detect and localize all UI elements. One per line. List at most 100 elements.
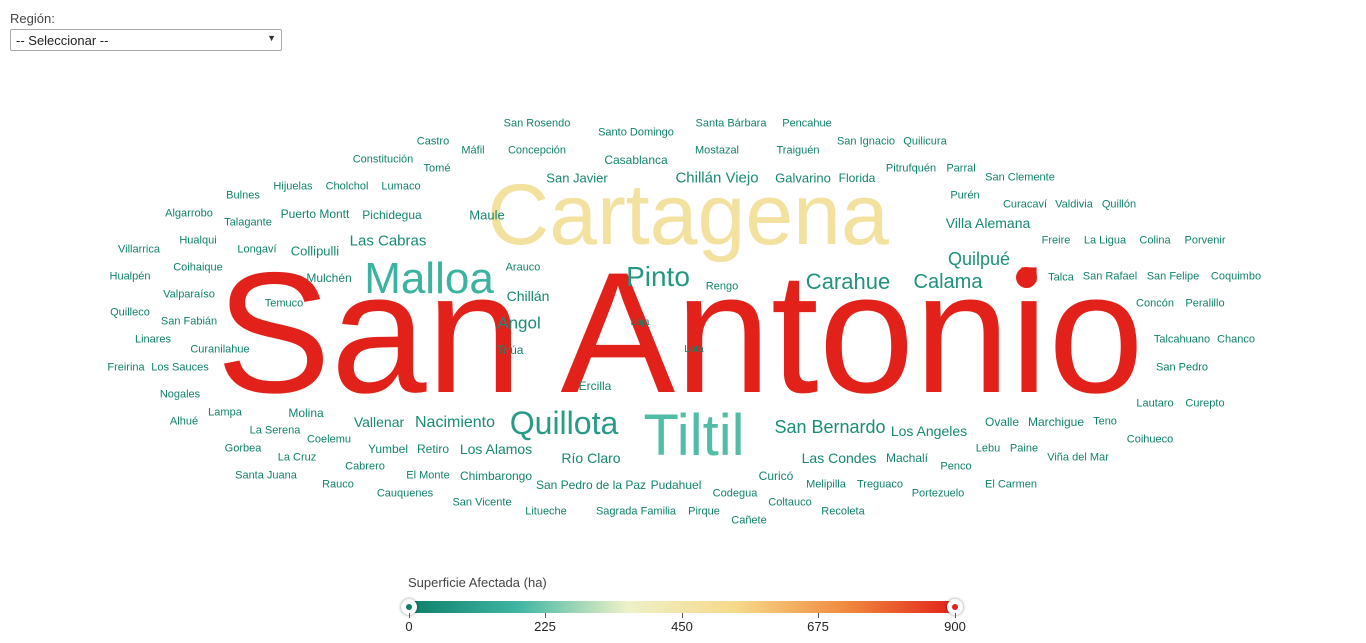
cloud-word[interactable]: San Vicente: [452, 496, 512, 509]
cloud-word[interactable]: Lautaro: [1136, 397, 1174, 410]
cloud-word[interactable]: Santa Bárbara: [695, 117, 767, 130]
cloud-word[interactable]: Concón: [1136, 297, 1174, 310]
cloud-word[interactable]: Constitución: [352, 153, 414, 166]
cloud-word[interactable]: Tiltil: [643, 403, 745, 468]
cloud-word[interactable]: Molina: [288, 406, 324, 420]
cloud-word[interactable]: Sagrada Familia: [595, 505, 677, 518]
cloud-word[interactable]: Paine: [1009, 442, 1039, 455]
cloud-word[interactable]: Quilicura: [903, 135, 947, 148]
cloud-word[interactable]: La Cruz: [277, 451, 317, 464]
cloud-word[interactable]: Chanco: [1217, 333, 1255, 346]
cloud-word[interactable]: Coltauco: [768, 496, 812, 509]
cloud-word[interactable]: Machalí: [885, 451, 929, 465]
cloud-word[interactable]: Retiro: [416, 442, 450, 456]
cloud-word[interactable]: Curanilahue: [190, 343, 250, 356]
cloud-word[interactable]: San Clemente: [985, 171, 1055, 184]
cloud-word[interactable]: Curicó: [758, 469, 794, 483]
cloud-word[interactable]: Los Angeles: [890, 423, 968, 439]
cloud-word[interactable]: Santa Juana: [235, 469, 297, 482]
cloud-word[interactable]: Longaví: [237, 243, 277, 256]
cloud-word[interactable]: Nogales: [159, 388, 201, 401]
cloud-word[interactable]: Malloa: [364, 254, 494, 303]
cloud-word[interactable]: Traiguén: [776, 144, 820, 157]
cloud-word[interactable]: Cabrero: [345, 460, 385, 473]
cloud-word[interactable]: Máfil: [461, 144, 485, 157]
cloud-word[interactable]: Linares: [134, 333, 172, 346]
cloud-word[interactable]: Las Cabras: [349, 232, 427, 250]
region-select[interactable]: -- Seleccionar -- ▼: [10, 29, 282, 51]
cloud-word[interactable]: Purén: [950, 189, 980, 202]
cloud-word[interactable]: Alhué: [169, 415, 199, 428]
cloud-word[interactable]: Angol: [497, 313, 541, 333]
cloud-word[interactable]: Quillón: [1101, 198, 1137, 211]
cloud-word[interactable]: Tirúa: [496, 343, 524, 357]
cloud-word[interactable]: San Bernardo: [774, 417, 886, 437]
cloud-word[interactable]: El Carmen: [985, 478, 1037, 491]
cloud-word[interactable]: Teno: [1093, 415, 1117, 428]
cloud-word[interactable]: Codegua: [712, 487, 758, 500]
cloud-word[interactable]: Hualqui: [179, 234, 217, 247]
cloud-word[interactable]: Yumbel: [367, 442, 409, 456]
cloud-word[interactable]: Coihueco: [1126, 433, 1174, 446]
cloud-word[interactable]: Viña del Mar: [1047, 451, 1109, 464]
cloud-word[interactable]: Treguaco: [856, 478, 904, 491]
cloud-word[interactable]: Talca: [1048, 271, 1074, 284]
cloud-word[interactable]: Valdivia: [1055, 198, 1093, 211]
legend-max-handle[interactable]: [947, 599, 963, 615]
cloud-word[interactable]: San Rafael: [1082, 270, 1138, 283]
cloud-word[interactable]: El Monte: [406, 469, 450, 482]
cloud-word[interactable]: Tomé: [423, 162, 451, 175]
cloud-word[interactable]: Lota: [684, 344, 704, 355]
cloud-word[interactable]: Pitrufquén: [885, 162, 937, 175]
cloud-word[interactable]: Quilleco: [110, 306, 150, 319]
cloud-word[interactable]: San Ignacio: [836, 135, 896, 148]
cloud-word[interactable]: Villa Alemana: [945, 215, 1031, 231]
cloud-word[interactable]: Curacaví: [1002, 198, 1048, 211]
cloud-word[interactable]: Talcahuano: [1153, 333, 1211, 346]
cloud-word[interactable]: Las Condes: [801, 450, 877, 466]
cloud-word[interactable]: Castro: [416, 135, 450, 148]
cloud-word[interactable]: Maule: [469, 207, 505, 223]
cloud-word[interactable]: San Rosendo: [503, 117, 571, 130]
cloud-word[interactable]: Curepto: [1185, 397, 1225, 410]
cloud-word[interactable]: Peralillo: [1185, 297, 1225, 310]
cloud-word[interactable]: Portezuelo: [911, 487, 965, 500]
cloud-word[interactable]: Litueche: [525, 505, 567, 518]
cloud-word[interactable]: Pichidegua: [362, 208, 422, 222]
cloud-word[interactable]: Temuco: [264, 297, 304, 310]
cloud-word[interactable]: Quillota: [509, 405, 619, 441]
cloud-word[interactable]: Cartagena: [487, 167, 889, 263]
cloud-word[interactable]: Talagante: [224, 216, 272, 229]
cloud-word[interactable]: San Fabián: [160, 315, 218, 328]
cloud-word[interactable]: Coelemu: [306, 433, 352, 446]
cloud-word[interactable]: Lampa: [208, 406, 242, 419]
cloud-word[interactable]: Rauco: [322, 478, 354, 491]
cloud-word[interactable]: Pudahuel: [650, 478, 702, 492]
cloud-word[interactable]: San Javier: [546, 170, 608, 186]
cloud-word[interactable]: Porvenir: [1184, 234, 1226, 247]
cloud-word[interactable]: Calama: [913, 271, 983, 293]
cloud-word[interactable]: Coquimbo: [1210, 270, 1262, 283]
cloud-word[interactable]: Hualpén: [109, 270, 151, 283]
cloud-word[interactable]: Freire: [1041, 234, 1071, 247]
cloud-word[interactable]: Lebu: [975, 442, 1001, 455]
cloud-word[interactable]: Recoleta: [821, 505, 865, 518]
cloud-word[interactable]: Collipulli: [290, 243, 340, 259]
cloud-word[interactable]: San Pedro: [1156, 361, 1208, 374]
cloud-word[interactable]: San Felipe: [1146, 270, 1200, 283]
cloud-word[interactable]: Villarrica: [118, 243, 160, 256]
cloud-word[interactable]: San Pedro de la Paz: [535, 478, 647, 492]
cloud-word[interactable]: Colina: [1139, 234, 1171, 247]
cloud-word[interactable]: Quilpué: [947, 249, 1011, 269]
cloud-word[interactable]: Melipilla: [806, 478, 846, 491]
cloud-word[interactable]: Florida: [838, 171, 876, 185]
cloud-word[interactable]: Laja: [630, 317, 650, 328]
cloud-word[interactable]: Bulnes: [226, 189, 260, 202]
cloud-word[interactable]: Carahue: [805, 269, 891, 294]
cloud-word[interactable]: Ovalle: [984, 415, 1020, 429]
cloud-word[interactable]: San Antonio: [216, 237, 1144, 429]
cloud-word[interactable]: Galvarino: [775, 170, 831, 186]
cloud-word[interactable]: Vallenar: [353, 414, 405, 430]
cloud-word[interactable]: Santo Domingo: [598, 126, 674, 139]
cloud-word[interactable]: Coihaique: [173, 261, 223, 274]
